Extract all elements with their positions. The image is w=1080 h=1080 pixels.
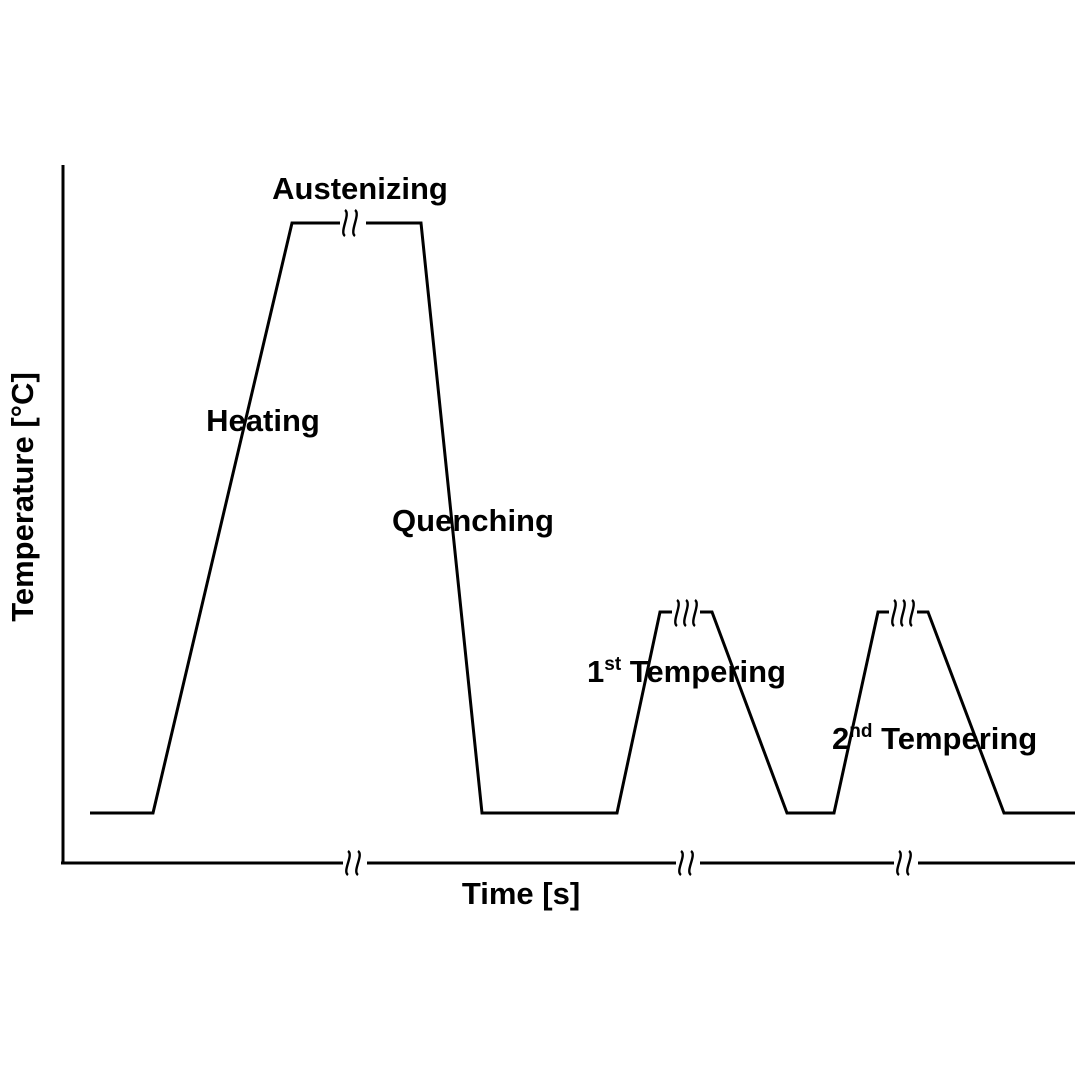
- tempering-2-suffix: nd: [849, 721, 872, 742]
- tempering-2-hold-break: [889, 599, 917, 627]
- axes: [61, 165, 1075, 876]
- tempering-2-label: 2nd Tempering: [832, 721, 1037, 756]
- heating-label: Heating: [206, 403, 320, 438]
- austenizing-hold-break: [340, 209, 366, 237]
- x-axis-break-3: [894, 850, 918, 876]
- tempering-1-ordinal: 1: [587, 654, 604, 689]
- tempering-1-hold-break: [672, 599, 700, 627]
- x-axis-label: Time [s]: [462, 876, 580, 911]
- tempering-1-label: 1st Tempering: [587, 654, 786, 689]
- y-axis-label: Temperature [°C]: [5, 372, 40, 622]
- temperature-profile: [90, 209, 1075, 815]
- stage-labels: Austenizing Heating Quenching 1st Temper…: [206, 171, 1037, 756]
- x-axis-break-1: [343, 850, 367, 876]
- tempering-2-text: Tempering: [872, 721, 1037, 756]
- tempering-1-suffix: st: [604, 654, 622, 675]
- x-axis-break-2: [676, 850, 700, 876]
- tempering-2-ordinal: 2: [832, 721, 849, 756]
- tempering-1-text: Tempering: [621, 654, 786, 689]
- austenizing-label: Austenizing: [272, 171, 448, 206]
- quenching-label: Quenching: [392, 503, 554, 538]
